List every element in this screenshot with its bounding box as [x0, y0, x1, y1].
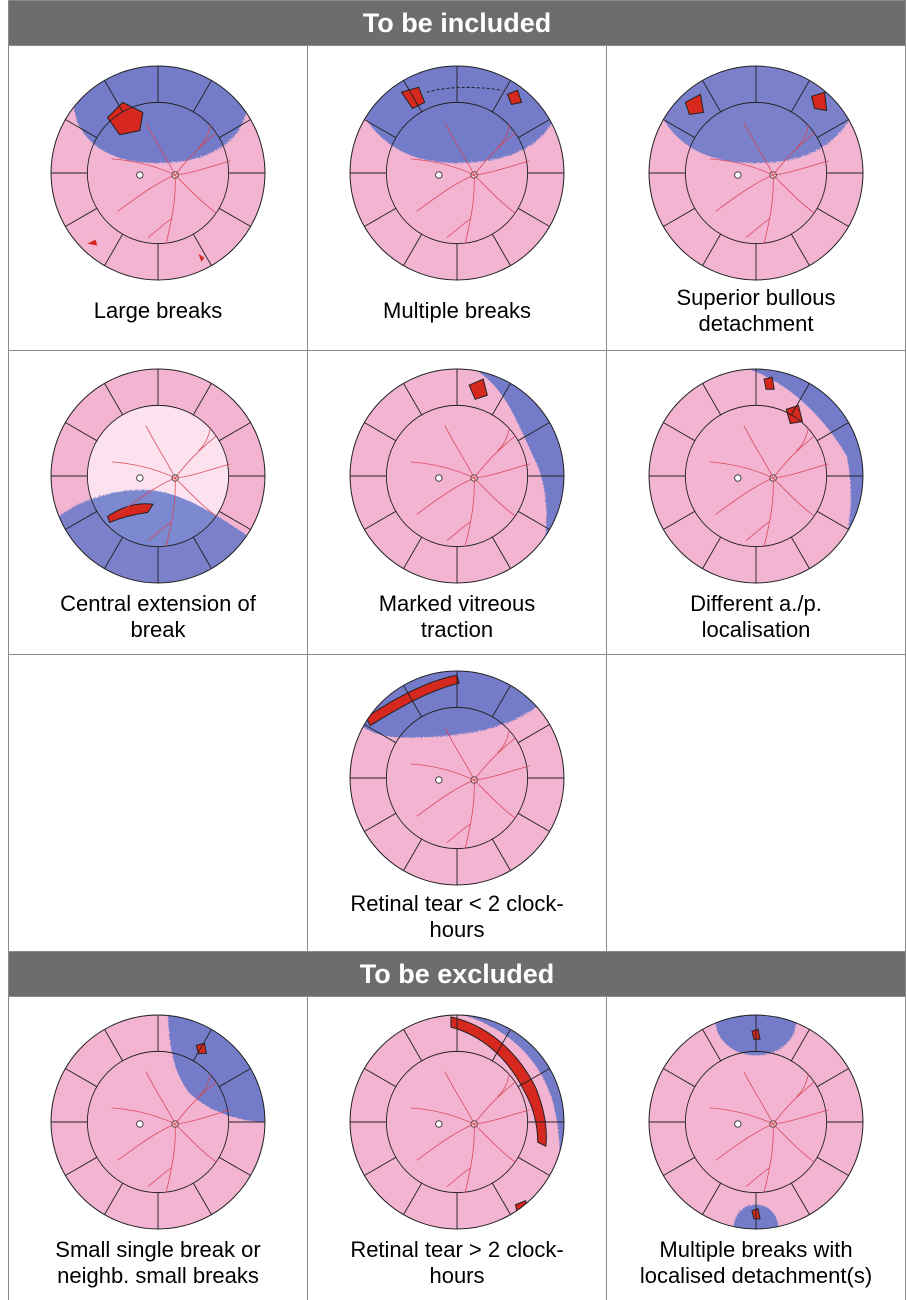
fundus-drawing-small-single — [47, 1011, 269, 1233]
classification-table: To be included Large breaks — [8, 0, 906, 1300]
fundus-drawing-different-ap — [645, 365, 867, 587]
fundus-drawing-superior-bullous — [645, 62, 867, 284]
caption: Different a./p.localisation — [611, 591, 901, 643]
fundus-drawing-vitreous-traction — [346, 365, 568, 587]
cell-empty-left — [9, 655, 308, 952]
fundus-drawing-multi-localised — [645, 1011, 867, 1233]
caption: Large breaks — [13, 298, 303, 324]
caption: Retinal tear < 2 clock-hours — [312, 891, 602, 943]
fundus-drawing-multiple-breaks — [346, 62, 568, 284]
cell-multiple-breaks: Multiple breaks — [308, 46, 607, 351]
included-header: To be included — [9, 1, 906, 46]
fundus-drawing-large-breaks — [47, 62, 269, 284]
excluded-header: To be excluded — [9, 952, 906, 997]
fundus-drawing-tear-lt2 — [346, 667, 568, 889]
fundus-drawing-tear-gt2 — [346, 1011, 568, 1233]
caption: Retinal tear > 2 clock-hours — [312, 1237, 602, 1289]
fundus-drawing-central-extension — [47, 365, 269, 587]
caption: Multiple breaks — [312, 298, 602, 324]
cell-tear-lt2: Retinal tear < 2 clock-hours — [308, 655, 607, 952]
cell-different-ap: Different a./p.localisation — [607, 351, 906, 655]
cell-large-breaks: Large breaks — [9, 46, 308, 351]
cell-tear-gt2: Retinal tear > 2 clock-hours — [308, 997, 607, 1300]
cell-empty-right — [607, 655, 906, 952]
